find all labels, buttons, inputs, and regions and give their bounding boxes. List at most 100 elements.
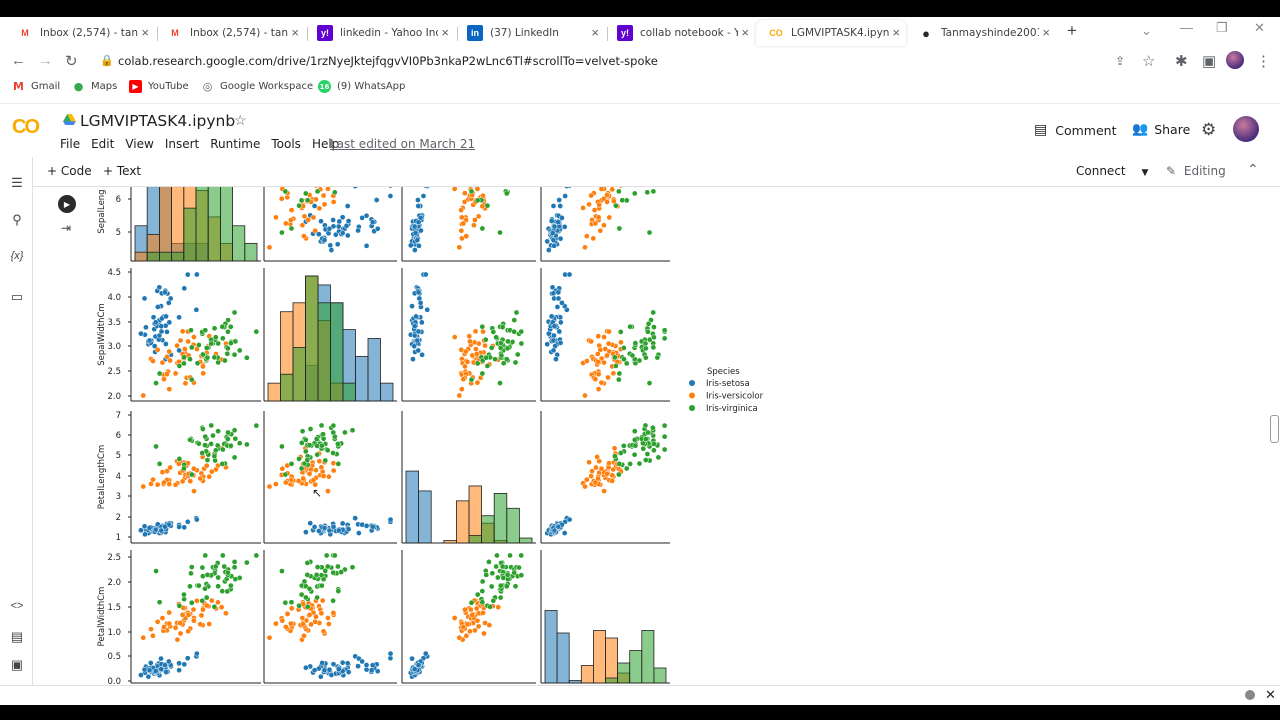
toc-icon[interactable]: ☰: [11, 175, 23, 190]
scatter-point: [197, 621, 204, 628]
profile-avatar[interactable]: [1226, 51, 1244, 69]
colab-logo[interactable]: CO: [12, 116, 40, 138]
legend-marker: [689, 392, 695, 399]
lock-icon: 🔒: [100, 54, 114, 67]
scatter-point: [464, 621, 471, 628]
scatter-point: [335, 563, 341, 570]
close-icon[interactable]: ×: [741, 25, 749, 40]
url-field[interactable]: 🔒 colab.research.google.com/drive/1rzNye…: [96, 49, 1096, 73]
menu-file[interactable]: File: [60, 137, 81, 151]
scatter-point: [586, 201, 592, 208]
legend-entry: Iris-virginica: [706, 404, 758, 414]
scatter-point: [612, 354, 618, 361]
close-icon[interactable]: ×: [591, 25, 599, 40]
scatter-point: [188, 471, 195, 478]
command-palette-icon[interactable]: ▤: [10, 629, 24, 644]
maximize-icon[interactable]: ❐: [1216, 20, 1228, 35]
menu-view[interactable]: View: [125, 137, 154, 151]
close-icon[interactable]: ×: [441, 25, 449, 40]
y-tick-label: 2.0: [107, 578, 121, 588]
scatter-point: [326, 666, 333, 673]
new-tab-button[interactable]: +: [1067, 21, 1077, 40]
bookmark-gmail[interactable]: M Gmail: [12, 80, 60, 93]
tab-5-active[interactable]: CO LGMVIPTASK4.ipynb ×: [756, 20, 906, 46]
comment-button[interactable]: ▤ Comment: [1034, 122, 1116, 138]
scatter-point: [253, 328, 260, 335]
scatter-point: [211, 603, 218, 610]
tab-0[interactable]: M Inbox (2,574) - tanma ×: [5, 20, 155, 46]
menu-tools[interactable]: Tools: [271, 137, 301, 151]
close-icon[interactable]: ×: [291, 25, 299, 40]
scatter-point: [559, 300, 565, 306]
add-code-button[interactable]: + Code: [47, 164, 92, 178]
add-text-button[interactable]: + Text: [103, 164, 142, 178]
scatter-point: [191, 617, 197, 624]
tab-2[interactable]: y! linkedin - Yahoo India ×: [305, 20, 455, 46]
close-icon[interactable]: ×: [141, 25, 149, 40]
scatter-point: [631, 190, 638, 197]
tab-3[interactable]: in (37) LinkedIn ×: [455, 20, 605, 46]
scatter-point: [151, 343, 158, 349]
bookmark-star-icon[interactable]: ☆: [1142, 53, 1156, 70]
reload-icon[interactable]: ↻: [65, 53, 78, 70]
scatter-point: [181, 591, 187, 598]
tab-6[interactable]: ● Tanmayshinde2001/Ta ×: [906, 20, 1056, 46]
scatter-point: [562, 193, 568, 199]
avatar[interactable]: [1233, 116, 1259, 142]
variables-icon[interactable]: {x}: [10, 250, 24, 262]
search-icon[interactable]: ⚲: [12, 212, 22, 227]
last-edited-link[interactable]: Last edited on March 21: [330, 137, 476, 151]
scatter-point: [330, 523, 337, 530]
scatter-point: [645, 429, 651, 436]
histogram-bar: [207, 187, 221, 262]
menu-bar: File Edit View Insert Runtime Tools Help: [60, 137, 350, 151]
window-close-icon[interactable]: ✕: [1254, 20, 1265, 35]
histogram-bar: [493, 492, 508, 544]
star-icon[interactable]: ☆: [234, 112, 247, 128]
folder-icon[interactable]: ▭: [10, 289, 24, 304]
menu-insert[interactable]: Insert: [164, 137, 200, 151]
connect-button[interactable]: Connect ▼: [1076, 164, 1148, 178]
y-tick-label: 1.0: [107, 628, 121, 638]
code-snippets-icon[interactable]: <>: [10, 600, 24, 612]
scatter-point: [202, 552, 209, 559]
tab-1[interactable]: M Inbox (2,574) - tanma ×: [155, 20, 305, 46]
gear-icon[interactable]: ⚙: [1201, 120, 1217, 139]
close-icon[interactable]: ×: [892, 25, 900, 40]
side-panel-icon[interactable]: ▣: [1202, 53, 1217, 70]
tab-4[interactable]: y! collab notebook - Yah ×: [605, 20, 755, 46]
output-icon[interactable]: ⇥: [61, 221, 72, 235]
menu-help[interactable]: Help: [311, 137, 340, 151]
share-page-icon[interactable]: ⇪: [1115, 54, 1126, 68]
back-icon[interactable]: ←: [11, 52, 26, 69]
share-button[interactable]: 👥 Share: [1132, 122, 1190, 137]
close-icon[interactable]: ×: [1042, 25, 1050, 40]
forward-icon[interactable]: →: [38, 52, 53, 69]
minimize-icon[interactable]: —: [1180, 20, 1193, 35]
extensions-icon[interactable]: ✱: [1175, 53, 1188, 70]
notebook-content: 5 6 SepalLeng 2.0 2.5 3.0 3.5 4.0 4.5 SepalWidthC…: [34, 187, 1280, 685]
scatter-point: [352, 187, 358, 189]
scatter-point: [296, 602, 302, 609]
collapse-header-icon[interactable]: ⌃: [1247, 161, 1259, 177]
bookmark-workspace[interactable]: ◎ Google Workspace: [201, 80, 313, 93]
bookmark-whatsapp[interactable]: 16 (9) WhatsApp: [318, 80, 405, 93]
bookmark-maps[interactable]: ● Maps: [72, 80, 118, 93]
editing-button[interactable]: ✎ Editing: [1166, 164, 1226, 178]
scrollbar-thumb[interactable]: [1270, 415, 1279, 443]
scatter-point: [146, 667, 153, 674]
scatter-point: [479, 203, 486, 210]
scatter-point: [583, 476, 590, 483]
terminal-icon[interactable]: ▣: [10, 657, 24, 672]
scatter-point: [203, 594, 210, 601]
more-menu-icon[interactable]: ⋮: [1256, 53, 1271, 70]
tab-search-icon[interactable]: ⌄: [1141, 23, 1152, 38]
close-icon[interactable]: ✕: [1265, 687, 1276, 702]
menu-edit[interactable]: Edit: [91, 137, 115, 151]
scatter-point: [179, 478, 186, 485]
bookmark-youtube[interactable]: ▶ YouTube: [129, 80, 189, 93]
scatter-point: [618, 339, 624, 346]
notebook-title[interactable]: LGMVIPTASK4.ipynb: [80, 112, 236, 130]
menu-runtime[interactable]: Runtime: [210, 137, 261, 151]
run-cell-button[interactable]: ▶: [58, 195, 76, 213]
